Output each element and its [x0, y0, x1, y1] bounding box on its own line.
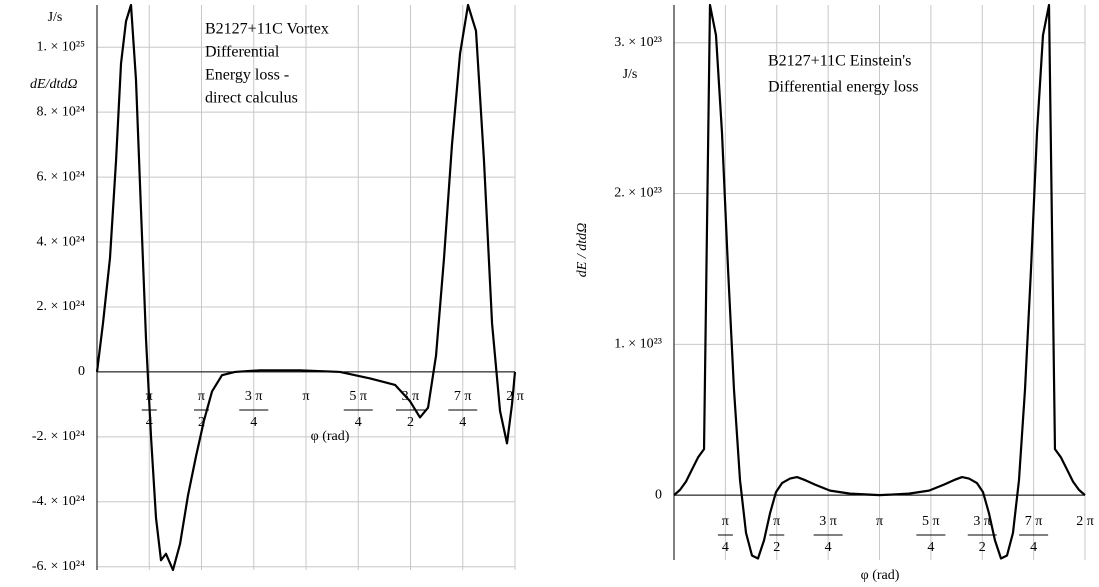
- annotation: Differential: [205, 44, 280, 61]
- numerator: 3 π: [819, 514, 837, 529]
- y-unit: J/s: [623, 67, 638, 82]
- numerator: π: [722, 514, 729, 529]
- y-tick-label: 1. × 10²³: [614, 337, 662, 352]
- slash: /: [780, 521, 781, 523]
- y-tick-label: 8. × 10²⁴: [37, 104, 86, 119]
- x-tick-label: 3 π/ 4: [819, 514, 838, 555]
- slash: /: [471, 396, 472, 398]
- curve: [95, 3, 517, 572]
- denominator: 2: [979, 540, 986, 555]
- y-tick-label: 0: [655, 487, 662, 502]
- numerator: 7 π: [454, 389, 472, 404]
- numerator: 5 π: [922, 514, 940, 529]
- denominator: 4: [355, 415, 362, 430]
- denominator: 4: [927, 540, 934, 555]
- x-tick-label: 7 π/ 4: [1025, 514, 1044, 555]
- denominator: 4: [1030, 540, 1037, 555]
- annotation: Differential energy loss: [768, 79, 918, 96]
- numerator: 3 π: [973, 514, 991, 529]
- slash: /: [729, 521, 730, 523]
- slash: /: [419, 396, 420, 398]
- x-tick-label: π/ 2: [198, 389, 206, 430]
- y-tick-label: 2. × 10²³: [614, 186, 662, 201]
- denominator: 2: [198, 415, 205, 430]
- y-unit: J/s: [48, 10, 63, 25]
- x-tick-label: 5 π/ 4: [349, 389, 368, 430]
- denominator: 4: [722, 540, 729, 555]
- annotation: B2127+11C Einstein's: [768, 53, 911, 70]
- curve: [673, 3, 1086, 560]
- y-axis-label: dE / dtdΩ: [575, 223, 590, 277]
- x-tick-label: 2 π: [1076, 514, 1094, 529]
- y-tick-label: 3. × 10²³: [614, 35, 662, 50]
- numerator: 5 π: [349, 389, 367, 404]
- y-tick-label: 2. × 10²⁴: [37, 299, 86, 314]
- numerator: 3 π: [245, 389, 263, 404]
- y-tick-label: -2. × 10²⁴: [32, 429, 85, 444]
- denominator: 4: [825, 540, 832, 555]
- numerator: 7 π: [1025, 514, 1043, 529]
- denominator: 4: [250, 415, 257, 430]
- slash: /: [153, 396, 154, 398]
- x-tick-label: 2 π: [506, 389, 524, 404]
- x-tick-label: 3 π/ 2: [402, 389, 421, 430]
- y-tick-label: 0: [78, 364, 85, 379]
- slash: /: [262, 396, 263, 398]
- annotation: B2127+11C Vortex: [205, 21, 329, 38]
- x-tick-label: 3 π/2: [973, 514, 992, 555]
- y-tick-label: -6. × 10²⁴: [32, 559, 85, 574]
- x-tick-label: 5 π/ 4: [922, 514, 941, 555]
- x-tick-label: 7 π/ 4: [454, 389, 473, 430]
- y-tick-label: -4. × 10²⁴: [32, 494, 85, 509]
- x-axis-label: φ (rad): [861, 568, 900, 583]
- y-tick-label: 4. × 10²⁴: [37, 234, 86, 249]
- denominator: 4: [459, 415, 466, 430]
- x-tick-label: π/ 4: [722, 514, 730, 555]
- slash: /: [837, 521, 838, 523]
- y-axis-label: dE/dtdΩ: [30, 77, 77, 92]
- x-tick-label: π: [302, 389, 309, 404]
- y-tick-label: 6. × 10²⁴: [37, 169, 86, 184]
- y-tick-label: 1. × 10²⁵: [37, 39, 86, 54]
- denominator: 2: [773, 540, 780, 555]
- slash: /: [205, 396, 206, 398]
- slash: /: [1042, 521, 1043, 523]
- x-tick-label: π/ 2: [773, 514, 781, 555]
- denominator: 2: [407, 415, 414, 430]
- x-axis-label: φ (rad): [311, 429, 350, 444]
- x-tick-label: π: [876, 514, 883, 529]
- slash: /: [367, 396, 368, 398]
- numerator: π: [198, 389, 205, 404]
- numerator: π: [773, 514, 780, 529]
- x-tick-label: 3 π/ 4: [245, 389, 264, 430]
- annotation: direct calculus: [205, 90, 298, 107]
- slash: /: [940, 521, 941, 523]
- annotation: Energy loss -: [205, 67, 289, 84]
- numerator: 3 π: [402, 389, 420, 404]
